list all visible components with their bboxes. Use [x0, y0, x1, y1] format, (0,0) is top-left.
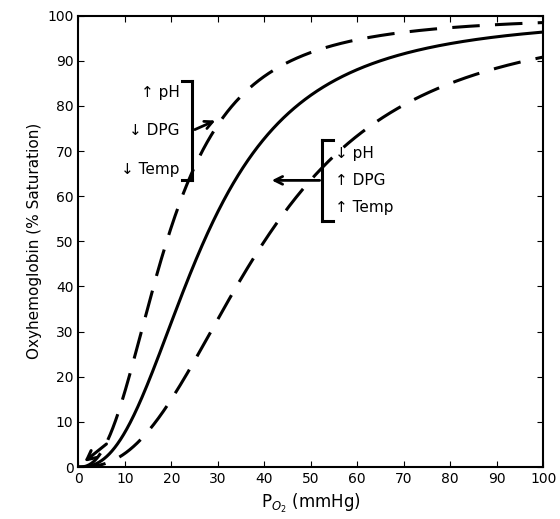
Text: ↑ pH: ↑ pH [141, 85, 180, 100]
Y-axis label: Oxyhemoglobin (% Saturation): Oxyhemoglobin (% Saturation) [27, 123, 41, 360]
Text: ↑ DPG: ↑ DPG [335, 173, 385, 188]
Text: ↓ Temp: ↓ Temp [121, 161, 180, 176]
X-axis label: P$_{O_2}$ (mmHg): P$_{O_2}$ (mmHg) [261, 491, 361, 515]
Text: ↑ Temp: ↑ Temp [335, 200, 394, 215]
Text: ↓ pH: ↓ pH [335, 146, 374, 161]
Text: ↓ DPG: ↓ DPG [129, 123, 180, 138]
